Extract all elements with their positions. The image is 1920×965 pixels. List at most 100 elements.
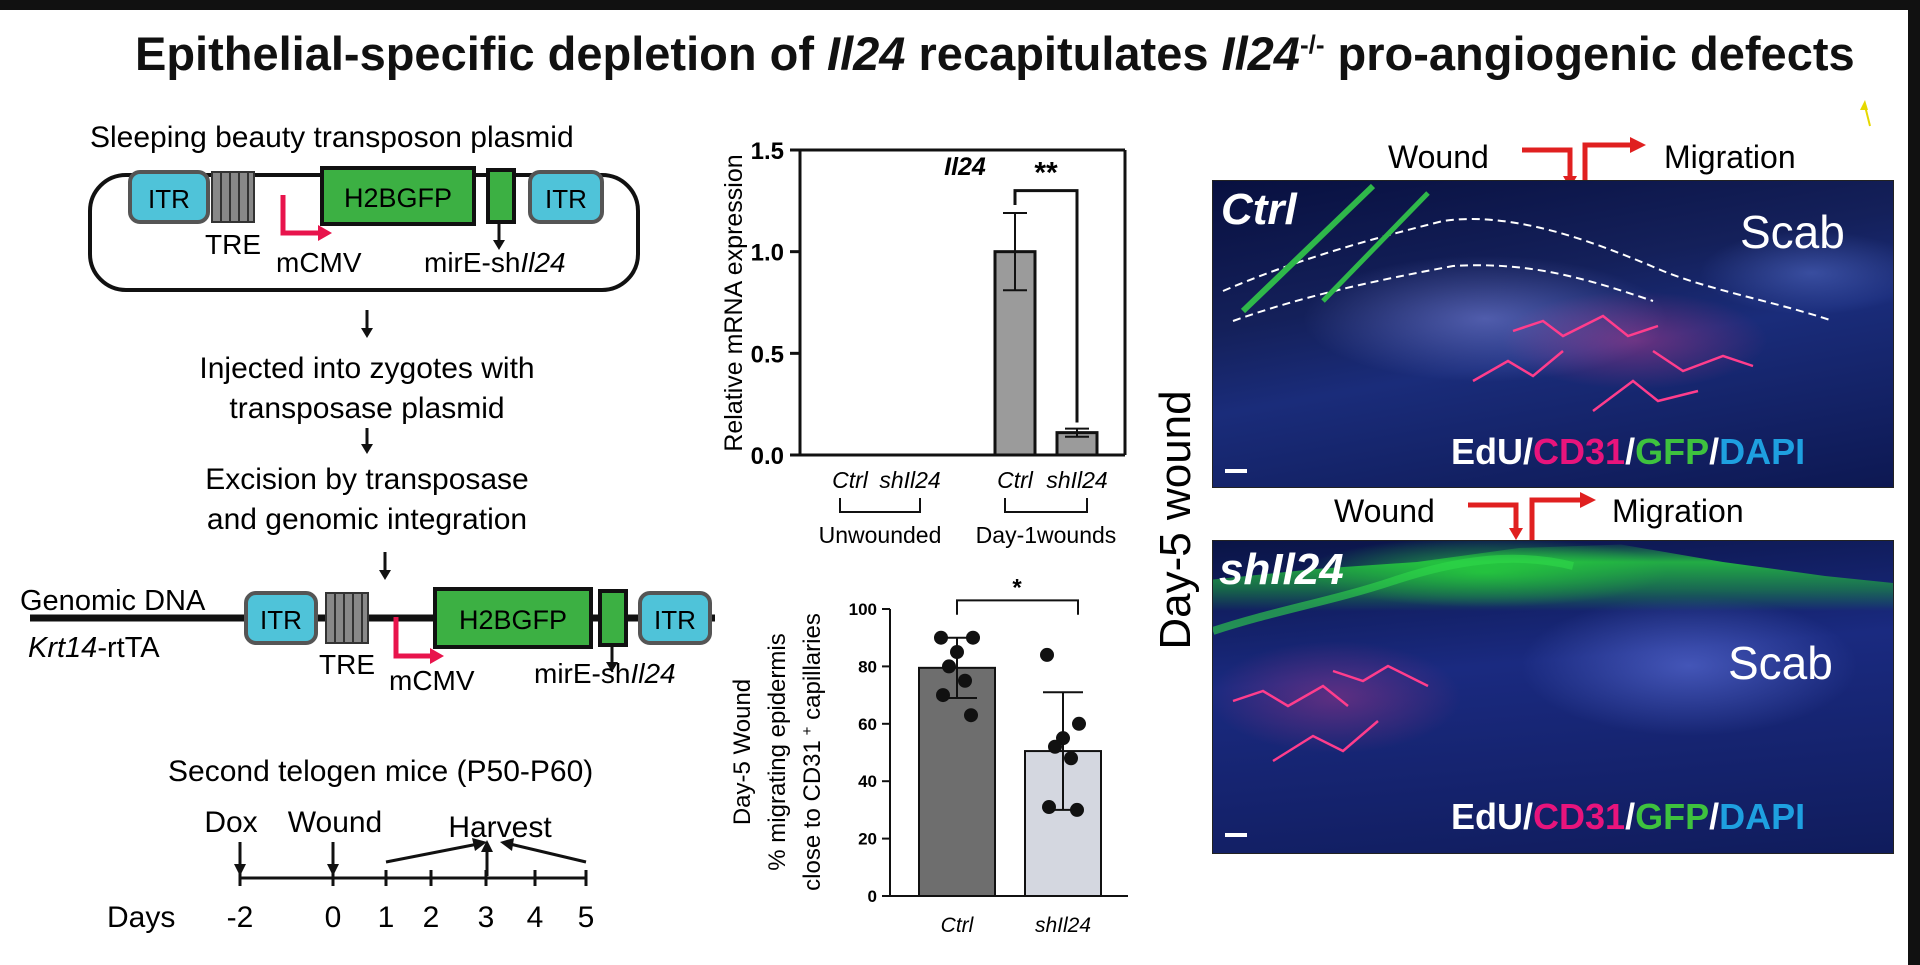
chart1-category-label: Ctrl <box>832 467 869 493</box>
timeline-tick-label: 0 <box>325 901 342 934</box>
mire-box <box>486 168 516 224</box>
chart1-title: Il24 <box>944 153 986 181</box>
mcmv-arrowhead <box>318 225 332 241</box>
chart2-ytick-label: 40 <box>858 772 877 791</box>
chart2-datapoint <box>1048 739 1062 754</box>
chart1-category-label: shIl24 <box>879 467 940 493</box>
chart2-ytick-label: 60 <box>858 715 877 734</box>
chart2-datapoint <box>936 688 950 703</box>
genomic-dna-label: Genomic DNA <box>20 585 206 617</box>
mire-label: mirE-shIl24 <box>424 247 566 278</box>
title-gene-2: Il24 <box>1221 27 1300 80</box>
event-dox: Dox <box>204 806 257 839</box>
chart2-ytick-label: 20 <box>858 830 877 849</box>
timeline-tick-label: 5 <box>578 901 595 934</box>
title-gene-1: Il24 <box>827 27 906 80</box>
chart2-category-label: shIl24 <box>1035 914 1091 937</box>
chart2-ylabel-line: % migrating epidermis <box>764 633 791 870</box>
chart1-ytick-label: 1.0 <box>751 240 784 267</box>
mcmv-label: mCMV <box>276 247 362 278</box>
step1-line1: Injected into zygotes with <box>199 352 534 385</box>
chart2-datapoint <box>1072 716 1086 731</box>
mire-arrowhead <box>493 240 505 250</box>
tre-genomic-label: TRE <box>319 649 375 680</box>
mcmv-promoter-arrow <box>280 195 318 236</box>
chart1-group-bracket <box>839 498 921 513</box>
flow-arrowhead-2 <box>361 444 373 454</box>
itr-genomic-right <box>638 591 712 645</box>
stain-legend-shil24: EdU/CD31/GFP/DAPI <box>1451 796 1806 837</box>
wound-migration-arrows-bottom <box>1468 492 1596 540</box>
wound-label-top: Wound <box>1388 139 1489 175</box>
timeline-tick-labels: -2 0 1 2 3 4 5 <box>227 901 595 934</box>
chart2-datapoint <box>958 673 972 688</box>
flow-arrowhead-1 <box>361 328 373 338</box>
step1-line2: transposase plasmid <box>229 392 504 425</box>
scab-label-ctrl: Scab <box>1740 206 1845 258</box>
chart2-datapoint <box>934 630 948 645</box>
wound-label-bottom: Wound <box>1334 493 1435 529</box>
h2bgfp-genomic-box <box>433 587 593 649</box>
tre-block <box>211 171 255 223</box>
micrograph-ctrl: Ctrl Scab EdU/CD31/GFP/DAPI <box>1212 180 1894 488</box>
title-part-3: pro-angiogenic defects <box>1324 27 1855 80</box>
mcmv-genomic-arrow <box>393 617 430 659</box>
days-label: Days <box>107 901 175 934</box>
chart1-category-label: Ctrl <box>997 467 1034 493</box>
chart2-datapoint <box>1070 802 1084 817</box>
chart1-group-label: Day-1wounds <box>976 522 1117 548</box>
scale-bar-shil24 <box>1225 833 1247 837</box>
chart2-datapoint <box>1042 800 1056 815</box>
itr-label-right: ITR <box>545 184 587 214</box>
itr-genomic-left-label: ITR <box>260 605 302 635</box>
right-border <box>1908 0 1920 965</box>
chart2-group: 0 20 40 60 80 100 Day-5 Wound % migrating epide… <box>729 575 1128 937</box>
title-part-1: Epithelial-specific depletion of <box>135 27 828 80</box>
chart2-category-label: Ctrl <box>941 914 975 937</box>
tissue-texture-shil24 <box>1213 554 1574 763</box>
chart1-significance: ** <box>1034 157 1058 190</box>
itr-box-left <box>128 170 210 224</box>
mire-genomic-box <box>598 589 628 647</box>
chart2-datapoint <box>1064 751 1078 766</box>
h2bgfp-label: H2BGFP <box>344 183 452 213</box>
plasmid-title: Sleeping beauty transposon plasmid <box>90 121 574 154</box>
event-harvest: Harvest <box>448 811 552 844</box>
figure-title: Epithelial-specific depletion of Il24 re… <box>135 26 1905 81</box>
chart2-ylabel-line: close to CD31 + capillaries <box>799 613 827 891</box>
krt14-label: Krt14-rtTA <box>28 632 160 664</box>
itr-box-right <box>528 170 604 224</box>
chart1-ytick-label: 0.0 <box>751 443 784 470</box>
scale-bar-ctrl <box>1225 469 1247 473</box>
chart2-significance: * <box>1012 575 1022 602</box>
tre-genomic-block <box>325 592 369 644</box>
chart1-group-label: Unwounded <box>819 522 942 548</box>
timeline-tick-label: 3 <box>478 901 495 934</box>
chart1-category-label: shIl24 <box>1046 467 1107 493</box>
chart1-ytick-label: 1.5 <box>751 138 784 165</box>
chart2-datapoint <box>950 645 964 660</box>
event-wound: Wound <box>288 806 383 839</box>
chart1-ylabel: Relative mRNA expression <box>720 154 748 451</box>
construct-schematic: Sleeping beauty transposon plasmid ITR T… <box>20 121 715 934</box>
migration-label-bottom: Migration <box>1612 493 1744 529</box>
chart2-datapoint <box>964 708 978 723</box>
chart2-datapoint <box>942 659 956 674</box>
title-superscript: -/- <box>1299 29 1325 60</box>
yellow-cursor-mark <box>1860 100 1871 127</box>
timeline-tick-label: 2 <box>423 901 440 934</box>
timeline-title: Second telogen mice (P50-P60) <box>168 755 593 788</box>
shil24-panel-label: shIl24 <box>1219 545 1344 594</box>
h2bgfp-genomic-label: H2BGFP <box>459 605 567 635</box>
step2-line2: and genomic integration <box>207 503 527 536</box>
chart2-ytick-label: 100 <box>849 600 877 619</box>
timeline-tick-label: -2 <box>227 901 254 934</box>
timeline-tick-label: 1 <box>378 901 395 934</box>
chart2-datapoint <box>1040 647 1054 662</box>
migration-label-top: Migration <box>1664 139 1796 175</box>
